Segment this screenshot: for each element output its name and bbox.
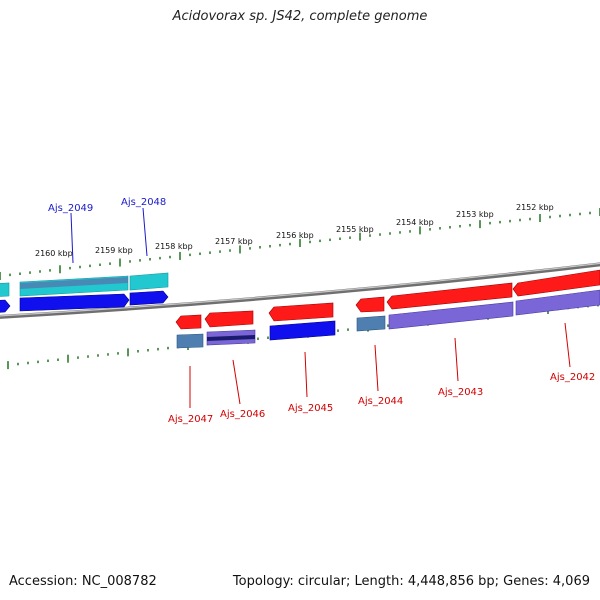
- genome-backbone-highlight: [0, 262, 600, 317]
- callout-lines: [70, 207, 571, 408]
- tick-label: 2155 kbp: [336, 225, 374, 234]
- genome-backbone: [0, 262, 600, 319]
- gene-arrow-red[interactable]: [386, 282, 513, 310]
- gene-block-purple[interactable]: [515, 289, 600, 316]
- gene-arrow-red[interactable]: [355, 296, 385, 313]
- gene-arrow-blue[interactable]: [19, 293, 130, 312]
- lower-genes: [175, 269, 600, 349]
- gene-label-upper[interactable]: Ajs_2049: [48, 203, 93, 214]
- gene-block-cyan[interactable]: [129, 272, 169, 291]
- tick-labels: 2160 kbp 2159 kbp 2158 kbp 2157 kbp 2156…: [35, 203, 554, 258]
- gene-arrow-red[interactable]: [175, 314, 202, 330]
- map-title: Acidovorax sp. JS42, complete genome: [172, 9, 428, 24]
- gene-arrow-red[interactable]: [268, 302, 334, 322]
- tick-label: 2160 kbp: [35, 249, 73, 258]
- callout-ajs-2049: [70, 212, 74, 264]
- gene-arrow-red[interactable]: [204, 310, 254, 328]
- tick-label: 2159 kbp: [95, 246, 133, 255]
- gene-label-lower[interactable]: Ajs_2043: [438, 387, 483, 398]
- tick-label: 2152 kbp: [516, 203, 554, 212]
- genome-summary-text: Topology: circular; Length: 4,448,856 bp…: [232, 574, 590, 589]
- callout-ajs-2043: [454, 337, 459, 382]
- gene-arrow-blue[interactable]: [269, 320, 336, 341]
- gene-label-lower[interactable]: Ajs_2046: [220, 409, 265, 420]
- callout-ajs-2046: [232, 359, 241, 405]
- tick-label: 2156 kbp: [276, 231, 314, 240]
- upper-tick-row: [0, 208, 600, 280]
- gene-label-lower[interactable]: Ajs_2047: [168, 414, 213, 425]
- gene-block-navy[interactable]: [207, 335, 255, 341]
- callout-ajs-2048: [142, 207, 148, 257]
- gene-labels: Ajs_2049 Ajs_2048 Ajs_2047 Ajs_2046 Ajs_…: [48, 197, 595, 425]
- tick-label: 2153 kbp: [456, 210, 494, 219]
- gene-label-upper[interactable]: Ajs_2048: [121, 197, 166, 208]
- upper-genes: [0, 272, 169, 313]
- gene-arrow-blue-edge[interactable]: [0, 299, 11, 313]
- gene-block-cyan-edge[interactable]: [0, 282, 10, 297]
- tick-label: 2158 kbp: [155, 242, 193, 251]
- gene-arrow-red[interactable]: [512, 269, 600, 297]
- callout-ajs-2045: [304, 351, 308, 398]
- tick-label: 2154 kbp: [396, 218, 434, 227]
- gene-block-steel[interactable]: [20, 277, 128, 289]
- gene-label-lower[interactable]: Ajs_2042: [550, 372, 595, 383]
- callout-ajs-2042: [564, 322, 571, 368]
- tick-label: 2157 kbp: [215, 237, 253, 246]
- gene-label-lower[interactable]: Ajs_2044: [358, 396, 403, 407]
- accession-text: Accession: NC_008782: [9, 574, 157, 589]
- gene-block-steel[interactable]: [356, 315, 386, 332]
- callout-ajs-2044: [374, 344, 379, 392]
- gene-block-steel[interactable]: [176, 333, 204, 349]
- gene-block-purple[interactable]: [388, 301, 514, 330]
- gene-arrow-blue[interactable]: [129, 290, 169, 306]
- gene-label-lower[interactable]: Ajs_2045: [288, 403, 333, 414]
